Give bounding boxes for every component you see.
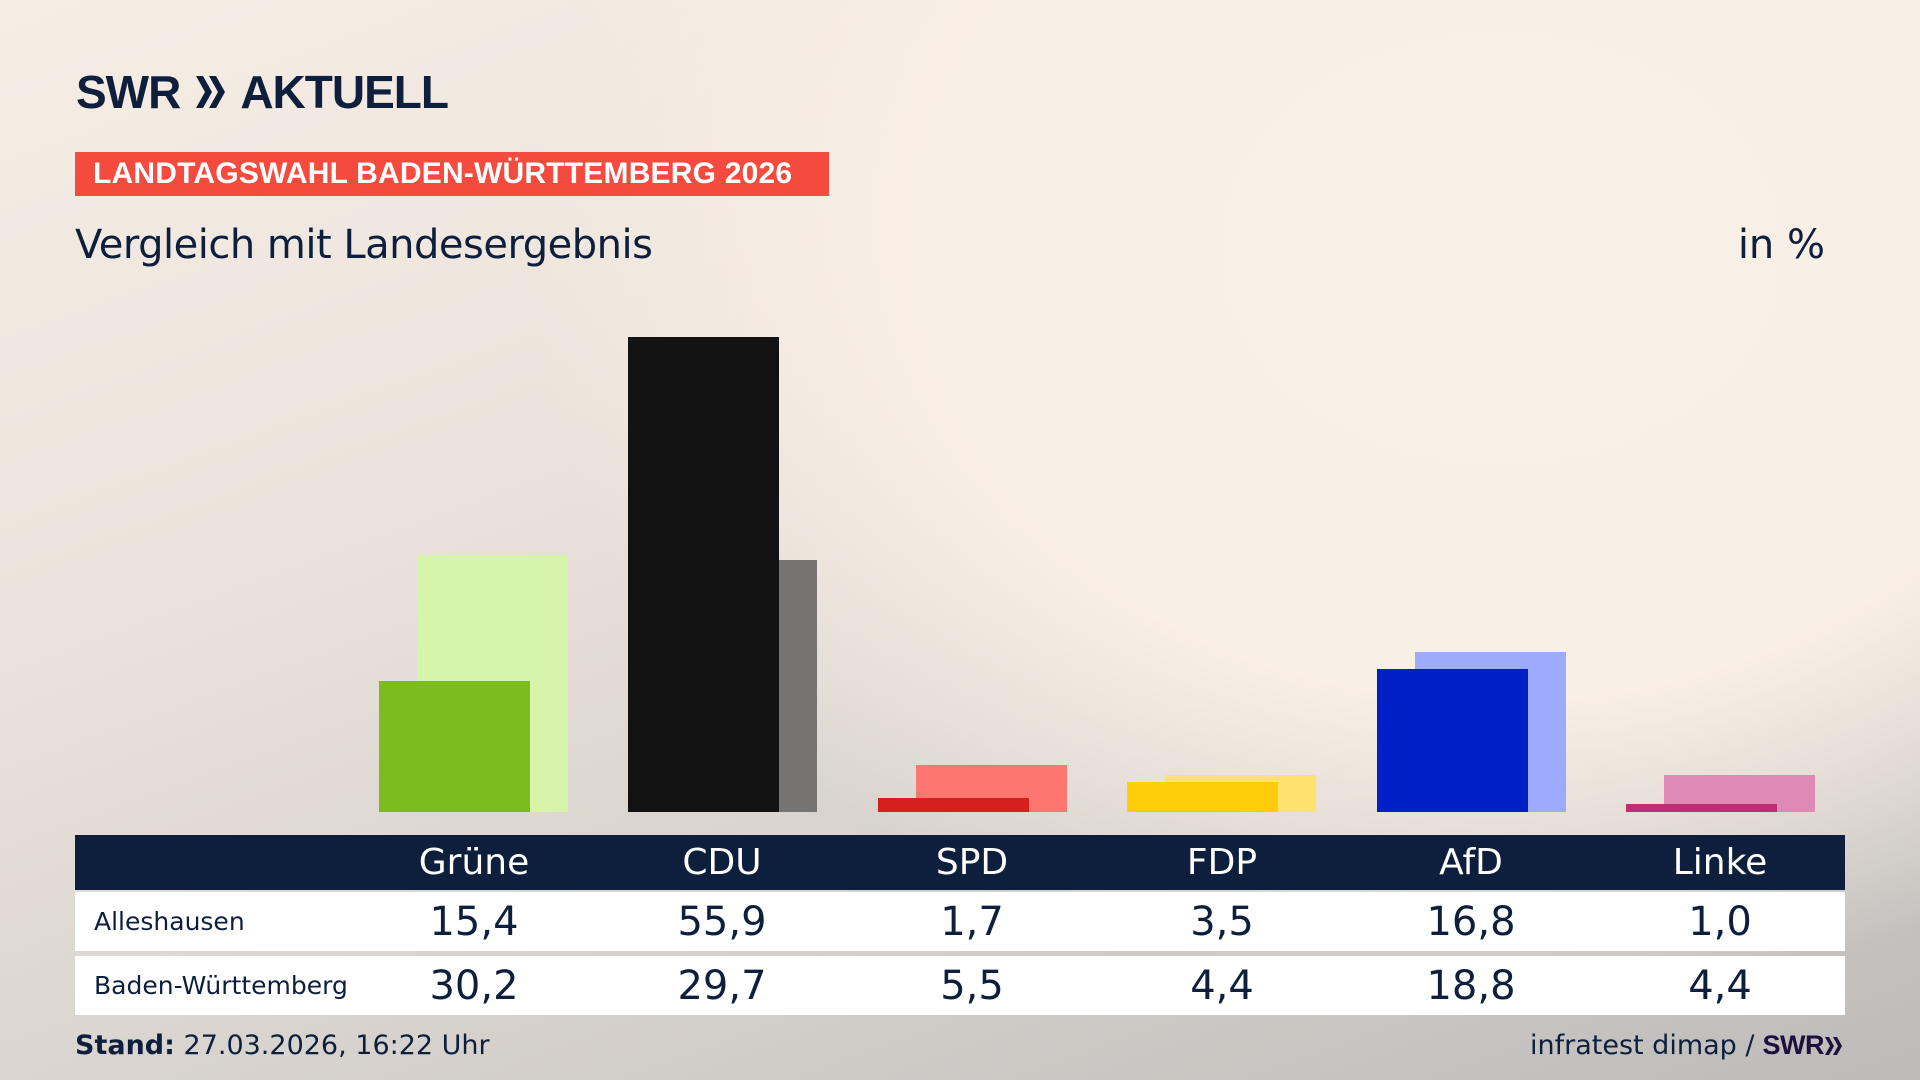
table-header-row: Grüne CDU SPD FDP AfD Linke — [75, 835, 1845, 890]
source-text: infratest dimap / — [1529, 1030, 1755, 1061]
bar-afd-ortsergebnis — [1376, 669, 1528, 812]
bar-grüne-ortsergebnis — [379, 681, 530, 812]
stand-value: 27.03.2026, 16:22 Uhr — [183, 1030, 490, 1061]
table-cell: 15,4 — [429, 898, 519, 945]
results-table: Grüne CDU SPD FDP AfD Linke Alleshausen 15,4 5… — [75, 835, 1845, 1015]
timestamp: Stand: 27.03.2026, 16:22 Uhr — [75, 1030, 490, 1061]
bar-linke-ortsergebnis — [1626, 803, 1777, 812]
table-cell: 4,4 — [1190, 962, 1254, 1009]
table-row: Alleshausen 15,4 55,9 1,7 3,5 16,8 1,0 — [75, 892, 1845, 951]
table-cell: 5,5 — [940, 962, 1004, 1009]
unit-label: in % — [1737, 222, 1825, 268]
column-header: SPD — [935, 842, 1009, 883]
election-banner: LANDTAGSWAHL BADEN-WÜRTTEMBERG 2026 — [75, 152, 829, 196]
table-cell: 1,0 — [1688, 898, 1752, 945]
double-chevron-icon — [194, 72, 228, 112]
table-cell: 18,8 — [1426, 962, 1516, 1009]
row-label: Baden-Württemberg — [94, 971, 348, 1000]
table-row: Baden-Württemberg 30,2 29,7 5,5 4,4 18,8 4,4 — [75, 956, 1845, 1015]
swr-small-logo-text: SWR — [1762, 1030, 1825, 1060]
column-header: Linke — [1672, 842, 1768, 883]
column-header: AfD — [1439, 842, 1503, 883]
table-cell: 30,2 — [429, 962, 519, 1009]
row-label: Alleshausen — [94, 907, 245, 936]
table-cell: 55,9 — [677, 898, 767, 945]
bar-spd-ortsergebnis — [877, 797, 1029, 812]
table-cell: 1,7 — [940, 898, 1004, 945]
bar-cdu-ortsergebnis — [628, 336, 780, 812]
logo-aktuell-text: AKTUELL — [240, 66, 449, 118]
table-cell: 29,7 — [677, 962, 767, 1009]
table-cell: 16,8 — [1426, 898, 1516, 945]
source-credit: infratest dimap / SWR — [1530, 1030, 1844, 1061]
column-header: FDP — [1186, 842, 1258, 883]
double-chevron-icon — [1825, 1036, 1842, 1055]
bar-fdp-ortsergebnis — [1127, 782, 1279, 812]
column-header: Grüne — [418, 842, 530, 883]
chart-subtitle: Vergleich mit Landesergebnis — [75, 222, 653, 268]
table-cell: 3,5 — [1190, 898, 1254, 945]
swr-small-logo: SWR — [1763, 1030, 1845, 1061]
column-header: CDU — [682, 842, 762, 883]
swr-aktuell-logo: SWR AKTUELL — [76, 66, 449, 118]
logo-swr-text: SWR — [76, 66, 181, 118]
stand-label: Stand: — [75, 1030, 175, 1061]
table-cell: 4,4 — [1688, 962, 1752, 1009]
bar-chart — [379, 336, 1815, 812]
